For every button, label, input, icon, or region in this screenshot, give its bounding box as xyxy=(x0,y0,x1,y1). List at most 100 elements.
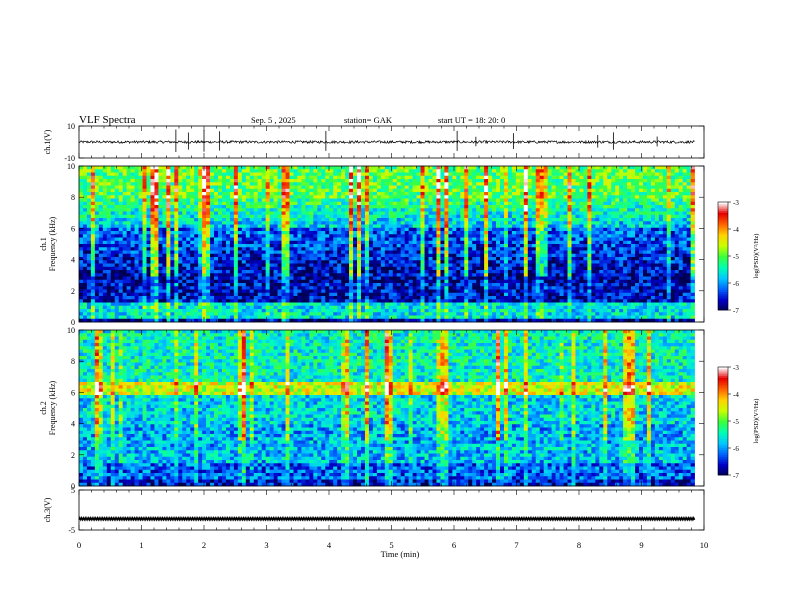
spectrogram-cell xyxy=(245,276,251,281)
spectrogram-cell xyxy=(472,211,477,216)
spectrogram-cell xyxy=(321,244,326,248)
spectrogram-cell xyxy=(281,312,286,316)
spectrogram-cell xyxy=(166,283,171,287)
spectrogram-cell xyxy=(126,188,131,193)
spectrogram-cell xyxy=(106,227,112,232)
spectrogram-cell xyxy=(384,201,390,206)
spectrogram-cell xyxy=(464,292,469,297)
spectrogram-cell xyxy=(468,218,473,222)
spectrogram-cell xyxy=(82,214,88,219)
spectrogram-cell xyxy=(297,302,302,307)
spectrogram-cell xyxy=(452,273,457,277)
spectrogram-cell xyxy=(424,315,429,320)
spectrogram-cell xyxy=(372,185,378,190)
spectrogram-cell xyxy=(337,292,342,297)
spectrogram-cell xyxy=(388,244,394,248)
spectrogram-cell xyxy=(468,273,473,277)
spectrogram-cell xyxy=(122,250,127,255)
spectrogram-cell xyxy=(361,185,366,190)
spectrogram-cell xyxy=(261,266,266,271)
spectrogram-cell xyxy=(122,299,127,303)
spectrogram-cell xyxy=(178,211,183,216)
spectrogram-cell xyxy=(345,276,350,281)
spectrogram-cell xyxy=(162,227,167,232)
spectrogram-cell xyxy=(249,273,255,277)
spectrogram-cell xyxy=(388,205,394,209)
spectrogram-cell xyxy=(253,318,259,323)
spectrogram-cell xyxy=(317,179,322,183)
spectrogram-cell xyxy=(361,260,366,264)
spectrogram-cell xyxy=(392,218,398,222)
spectrogram-cell xyxy=(86,305,92,310)
spectrogram-cell xyxy=(424,221,429,225)
spectrogram-cell xyxy=(361,211,366,216)
spectrogram-cell xyxy=(408,221,413,225)
spectrogram-cell xyxy=(102,221,108,225)
spectrogram-cell xyxy=(150,289,155,294)
spectrogram-cell xyxy=(309,286,314,290)
spectrogram-cell xyxy=(166,305,171,310)
spectrogram-cell xyxy=(468,312,473,316)
spectrogram-cell xyxy=(182,244,187,248)
spectrogram-cell xyxy=(372,296,378,300)
spectrogram-cell xyxy=(170,234,175,238)
spectrogram-cell xyxy=(182,198,187,203)
spectrogram-cell xyxy=(241,318,247,323)
spectrogram-cell xyxy=(277,312,282,316)
spectrogram-cell xyxy=(428,231,433,235)
spectrogram-cell xyxy=(436,208,441,212)
spectrogram-cell xyxy=(396,257,402,261)
spectrogram-cell xyxy=(245,234,251,238)
spectrogram-cell xyxy=(186,175,191,180)
spectrogram-cell xyxy=(237,283,243,287)
spectrogram-cell xyxy=(341,276,346,281)
spectrogram-cell xyxy=(86,185,92,190)
spectrogram-cell xyxy=(90,205,96,209)
spectrogram-cell xyxy=(154,299,159,303)
spectrogram-cell xyxy=(214,286,219,290)
spectrogram-cell xyxy=(210,257,215,261)
spectrogram-cell xyxy=(293,237,298,242)
spectrogram-cell xyxy=(158,208,163,212)
spectrogram-cell xyxy=(329,257,334,261)
spectrogram-cell xyxy=(190,266,195,271)
spectrogram-cell xyxy=(368,266,374,271)
spectrogram-cell xyxy=(265,240,270,245)
spectrogram-cell xyxy=(408,231,413,235)
spectrogram-cell xyxy=(289,201,294,206)
spectrogram-cell xyxy=(337,231,342,235)
spectrogram-cell xyxy=(412,221,417,225)
spectrogram-cell xyxy=(106,292,112,297)
spectrogram-cell xyxy=(198,224,203,229)
spectrogram-cell xyxy=(345,302,350,307)
spectrogram-cell xyxy=(408,309,413,313)
spectrogram-cell xyxy=(376,289,382,294)
spectrogram-cell xyxy=(432,175,437,180)
spectrogram-cell xyxy=(309,218,314,222)
spectrogram-cell xyxy=(476,231,481,235)
spectrogram-cell xyxy=(361,188,366,193)
spectrogram-cell xyxy=(94,195,100,199)
spectrogram-cell xyxy=(265,302,270,307)
spectrogram-cell xyxy=(154,237,159,242)
spectrogram-cell xyxy=(404,247,409,251)
spectrogram-cell xyxy=(349,224,354,229)
spectrogram-cell xyxy=(408,240,413,245)
spectrogram-cell xyxy=(428,318,433,323)
spectrogram-cell xyxy=(277,208,282,212)
spectrogram-cell xyxy=(249,260,255,264)
spectrogram-cell xyxy=(432,188,437,193)
spectrogram-cell xyxy=(102,266,108,271)
spectrogram-cell xyxy=(94,214,100,219)
spectrogram-cell xyxy=(202,234,207,238)
spectrogram-cell xyxy=(432,214,437,219)
spectrogram-cell xyxy=(261,296,266,300)
spectrogram-cell xyxy=(305,188,310,193)
spectrogram-cell xyxy=(281,257,286,261)
spectrogram-cell xyxy=(452,172,457,177)
spectrogram-cell xyxy=(424,253,429,258)
spectrogram-cell xyxy=(432,231,437,235)
spectrogram-cell xyxy=(110,309,116,313)
spectrogram-cell xyxy=(408,257,413,261)
spectrogram-cell xyxy=(122,289,127,294)
